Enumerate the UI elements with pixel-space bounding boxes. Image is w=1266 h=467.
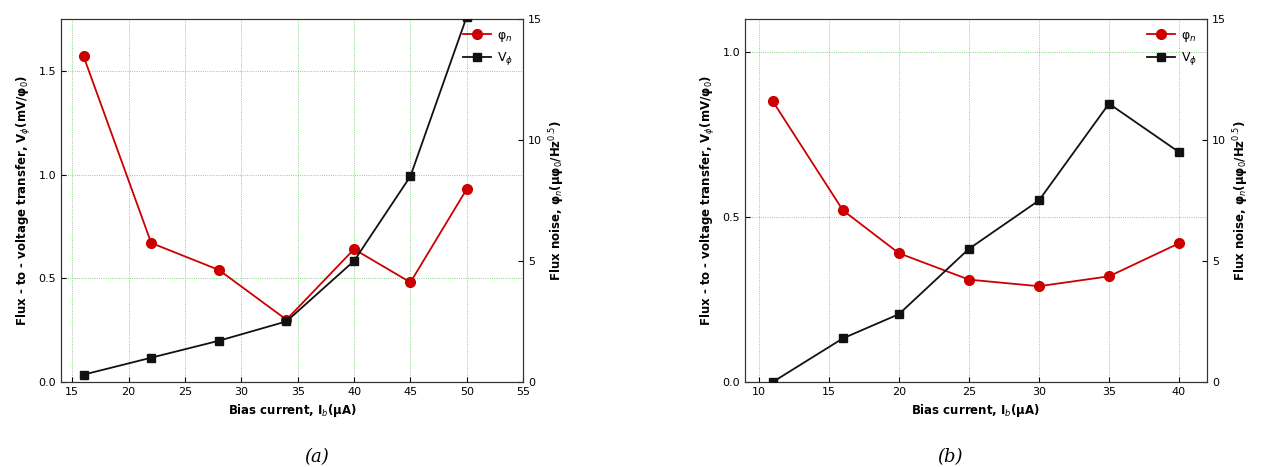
Y-axis label: Flux - to - voltage transfer, V$_\phi$(mV/φ$_0$): Flux - to - voltage transfer, V$_\phi$(m… <box>699 75 717 326</box>
Y-axis label: Flux noise, φ$_n$(μφ$_0$/Hz$^{0.5}$): Flux noise, φ$_n$(μφ$_0$/Hz$^{0.5}$) <box>1232 120 1251 281</box>
Text: (a): (a) <box>304 448 329 467</box>
Legend: φ$_n$, V$_\phi$: φ$_n$, V$_\phi$ <box>460 25 517 71</box>
Legend: φ$_n$, V$_\phi$: φ$_n$, V$_\phi$ <box>1143 25 1200 71</box>
Text: (b): (b) <box>937 448 962 467</box>
X-axis label: Bias current, I$_b$(μA): Bias current, I$_b$(μA) <box>228 402 357 419</box>
Y-axis label: Flux - to - voltage transfer, V$_\phi$(mV/φ$_0$): Flux - to - voltage transfer, V$_\phi$(m… <box>15 75 33 326</box>
X-axis label: Bias current, I$_b$(μA): Bias current, I$_b$(μA) <box>912 402 1041 419</box>
Y-axis label: Flux noise, φ$_n$(μφ$_0$/Hz$^{0.5}$): Flux noise, φ$_n$(μφ$_0$/Hz$^{0.5}$) <box>547 120 567 281</box>
